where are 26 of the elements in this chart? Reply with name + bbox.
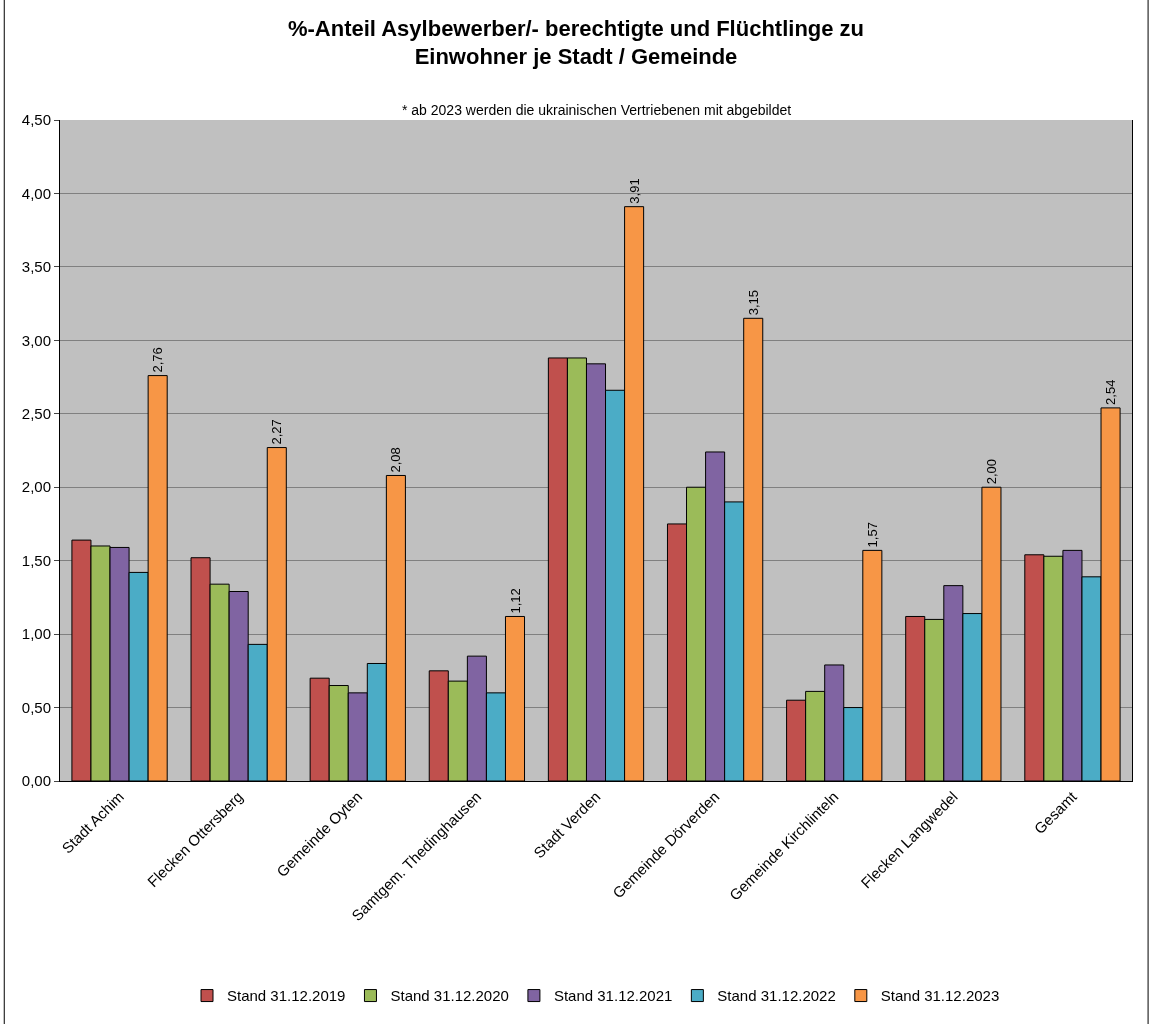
legend-label: Stand 31.12.2022 xyxy=(717,987,836,1005)
y-tick-label: 2,00 xyxy=(21,478,51,496)
legend-label: Stand 31.12.2019 xyxy=(227,987,346,1005)
data-label: 2,00 xyxy=(983,458,999,485)
y-tick-label: 0,50 xyxy=(21,698,51,716)
y-tick-label: 0,00 xyxy=(21,772,51,790)
data-label: 3,91 xyxy=(626,178,642,204)
y-tick-label: 3,00 xyxy=(21,331,51,349)
y-tick-label: 2,50 xyxy=(21,405,51,423)
y-tick-label: 1,00 xyxy=(21,625,51,643)
y-tick-label: 3,50 xyxy=(21,258,51,276)
legend-label: Stand 31.12.2021 xyxy=(553,987,673,1005)
y-tick-label: 4,50 xyxy=(21,111,51,129)
chart-subtitle: * ab 2023 werden die ukrainischen Vertriebenen mit abgebildet xyxy=(402,102,792,118)
y-tick-label: 4,00 xyxy=(21,184,51,202)
chart-title: %-Anteil Asylbewerber/- berechtigte und Flüchtlinge zu Einwohner je Stadt / Gemeinde xyxy=(287,15,865,70)
data-label: 2,08 xyxy=(388,447,404,473)
data-label: 2,54 xyxy=(1103,379,1119,405)
data-label: 1,57 xyxy=(864,522,880,548)
legend-label: Stand 31.12.2020 xyxy=(390,987,509,1005)
data-label: 3,15 xyxy=(745,289,761,316)
legend-label: Stand 31.12.2023 xyxy=(880,987,1000,1005)
data-label: 2,27 xyxy=(269,419,285,445)
data-label: 2,76 xyxy=(150,347,166,373)
y-tick-label: 1,50 xyxy=(21,551,51,569)
data-label: 1,12 xyxy=(507,588,523,614)
